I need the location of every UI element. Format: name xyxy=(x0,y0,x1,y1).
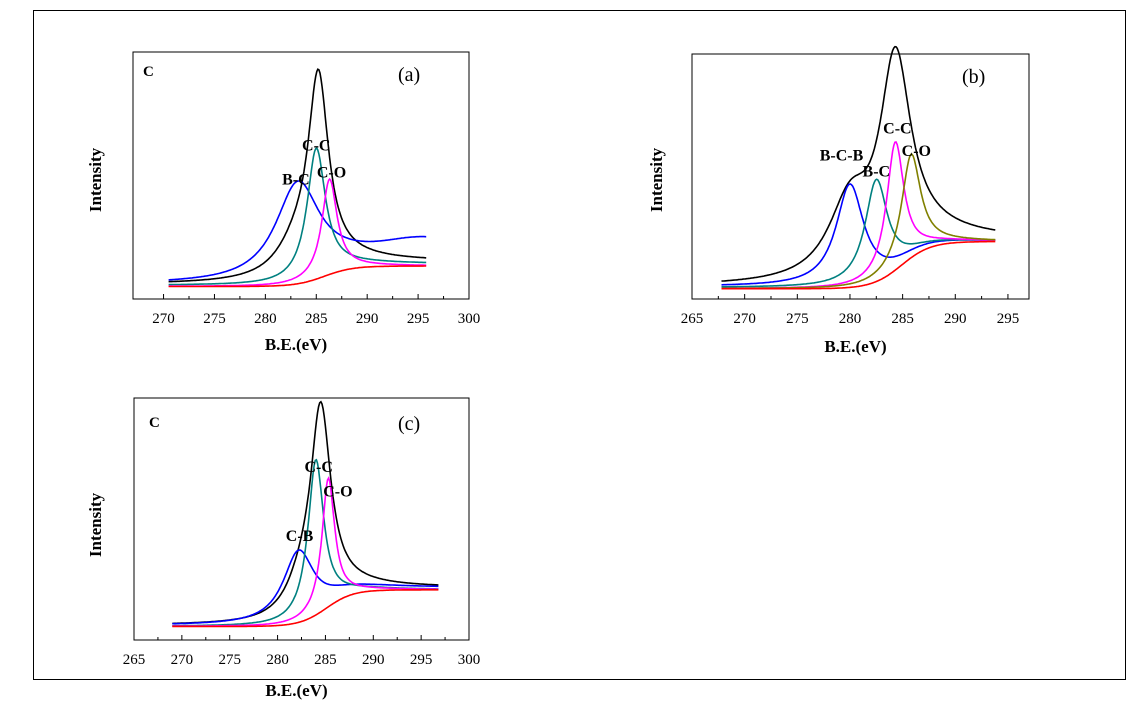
peak-annotation: C-B xyxy=(286,528,314,545)
series-line-4 xyxy=(168,265,427,288)
panel-label: (c) xyxy=(398,413,420,435)
plot-area-frame xyxy=(132,51,470,300)
y-axis-label: Intensity xyxy=(86,147,105,212)
series-line-4 xyxy=(172,589,439,628)
chart-panel-1: 265 270 275 280 285 290 295 B.E.(eV) Intensity (b… xyxy=(647,45,1030,356)
corner-label: C xyxy=(149,415,160,431)
x-tick-label: 280 xyxy=(254,311,277,327)
peak-annotation: C-O xyxy=(323,484,352,501)
x-tick-label: 285 xyxy=(305,311,328,327)
y-axis-label: Intensity xyxy=(647,147,666,212)
x-tick-label: 275 xyxy=(786,311,809,327)
chart-panel-0: 270 275 280 285 290 295 300 B.E.(eV) Intensity (a… xyxy=(86,51,481,354)
x-tick-label: 285 xyxy=(314,652,337,668)
x-tick-label: 295 xyxy=(407,311,430,327)
x-tick-label: 280 xyxy=(839,311,862,327)
x-tick-label: 290 xyxy=(356,311,379,327)
chart-panel-2: 265 270 275 280 285 290 295 300 B.E.(eV) Intensit… xyxy=(86,397,481,700)
figure-frame xyxy=(33,10,1126,680)
x-tick-label: 290 xyxy=(362,652,385,668)
x-tick-label: 295 xyxy=(997,311,1020,327)
peak-annotation: B-C-B xyxy=(820,148,864,165)
corner-label: C xyxy=(143,64,154,80)
series-line-1 xyxy=(168,180,427,281)
x-tick-label: 270 xyxy=(171,652,194,668)
series-line-3 xyxy=(168,177,427,287)
peak-annotation: B-C xyxy=(282,171,310,188)
x-tick-label: 295 xyxy=(410,652,433,668)
series-line-0 xyxy=(168,68,427,283)
y-axis-label: Intensity xyxy=(86,492,105,557)
series-line-2 xyxy=(168,147,427,286)
x-tick-label: 270 xyxy=(733,311,756,327)
x-axis-label: B.E.(eV) xyxy=(265,681,327,700)
peak-annotation: C-C xyxy=(302,137,330,154)
x-tick-label: 285 xyxy=(891,311,914,327)
peak-annotation: C-C xyxy=(305,459,333,476)
x-tick-label: 275 xyxy=(203,311,226,327)
peak-annotation: B-C xyxy=(863,163,891,180)
x-axis-label: B.E.(eV) xyxy=(265,335,327,354)
series-line-5 xyxy=(721,240,996,290)
x-tick-label: 270 xyxy=(152,311,175,327)
panel-label: (b) xyxy=(962,66,985,88)
peak-annotation: C-C xyxy=(883,121,911,138)
series-line-2 xyxy=(721,178,996,288)
series-line-1 xyxy=(721,183,996,286)
x-tick-label: 300 xyxy=(458,311,481,327)
plot-area-frame xyxy=(691,53,1030,300)
peak-annotation: C-O xyxy=(317,165,346,182)
x-axis-label: B.E.(eV) xyxy=(824,337,886,356)
x-tick-label: 265 xyxy=(123,652,146,668)
panel-label: (a) xyxy=(398,64,420,86)
x-tick-label: 265 xyxy=(681,311,704,327)
x-tick-label: 300 xyxy=(458,652,481,668)
series-line-0 xyxy=(721,45,996,282)
x-tick-label: 280 xyxy=(266,652,289,668)
x-tick-label: 275 xyxy=(218,652,241,668)
series-line-1 xyxy=(172,549,439,625)
x-tick-label: 290 xyxy=(944,311,967,327)
peak-annotation: C-O xyxy=(902,143,931,160)
